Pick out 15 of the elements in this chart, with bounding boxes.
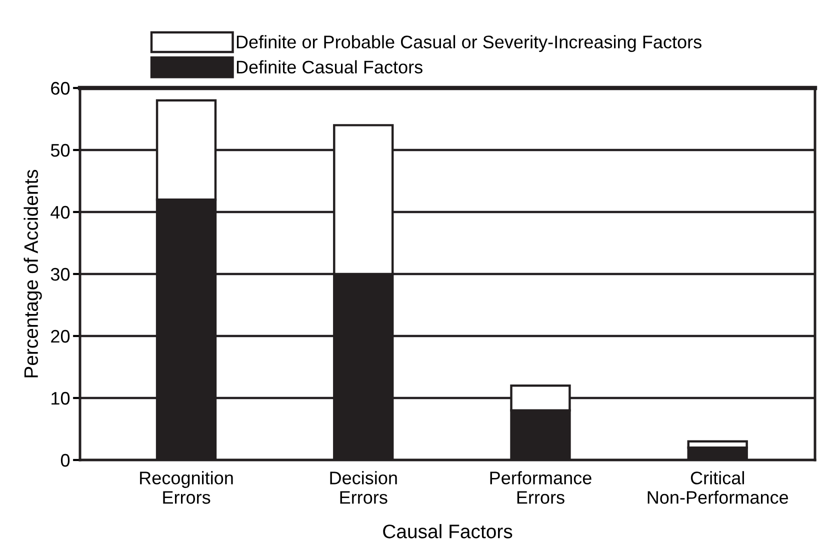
y-tick-label: 20 (51, 330, 70, 343)
x-tick-label: Recognition Errors (140, 471, 233, 504)
legend-label: Definite or Probable Casual or Severity-Increasing Factors (236, 35, 702, 52)
y-tick-label: 40 (50, 206, 70, 219)
y-tick-label: 50 (50, 144, 70, 157)
x-tick-label: Performance Errors (490, 471, 592, 504)
y-tick-label: 30 (50, 268, 70, 281)
x-tick-label: Critical Non-Performance (648, 471, 788, 504)
legend-label: Definite Casual Factors (236, 60, 422, 74)
y-axis-title: Percentage of Accidents (24, 170, 42, 378)
y-tick-label: 60 (51, 82, 70, 95)
y-tick-label: 0 (60, 454, 70, 467)
y-tick-label: 10 (52, 392, 70, 405)
x-axis-title: Causal Factors (383, 524, 512, 538)
x-tick-label: Decision Errors (330, 471, 397, 504)
